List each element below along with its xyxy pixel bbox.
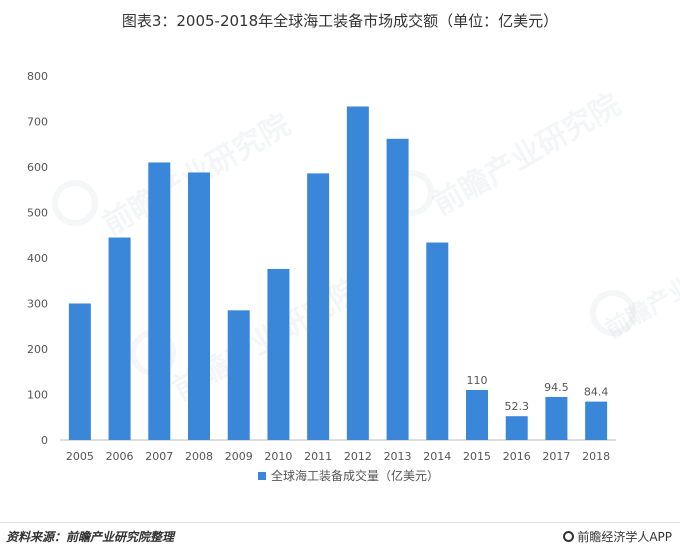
y-tick-label: 300 [27, 298, 48, 311]
brand-logo-icon [563, 531, 575, 542]
bar-2013 [386, 138, 409, 441]
x-tick-label: 2018 [582, 450, 610, 463]
legend: 全球海工装备成交量（亿美元） [258, 468, 439, 483]
brand-name: 前瞻经济学人APP [577, 530, 672, 544]
bar-2008 [188, 172, 210, 440]
y-tick-label: 500 [27, 207, 48, 220]
y-tick-label: 400 [27, 252, 48, 265]
y-tick-label: 0 [41, 434, 48, 447]
bar-2014 [426, 242, 449, 440]
data-label: 52.3 [504, 400, 529, 413]
x-tick-label: 2016 [503, 450, 531, 463]
y-tick-label: 200 [27, 343, 48, 356]
x-tick-label: 2013 [384, 450, 412, 463]
x-tick-label: 2014 [423, 450, 451, 463]
chart-title: 图表3：2005-2018年全球海工装备市场成交额（单位：亿美元） [121, 12, 559, 30]
x-tick-label: 2017 [542, 450, 570, 463]
bars [68, 106, 608, 441]
x-tick-label: 2007 [145, 450, 173, 463]
bar-2016 [505, 416, 528, 440]
bar-2015 [466, 389, 488, 440]
bar-2017 [545, 397, 568, 440]
y-axis-labels: 0 100 200 300 400 500 600 700 800 [27, 70, 48, 447]
bar-2018 [585, 401, 608, 440]
x-axis-labels: 2005 2006 2007 2008 2009 2010 2011 2012 2013 2014… [66, 450, 610, 463]
y-tick-label: 800 [27, 70, 48, 83]
x-tick-label: 2009 [225, 450, 253, 463]
x-tick-label: 2005 [66, 450, 94, 463]
source-note: 资料来源：前瞻产业研究院整理 [6, 530, 175, 544]
legend-swatch [258, 472, 266, 480]
bar-2011 [307, 173, 330, 440]
y-tick-label: 600 [27, 161, 48, 174]
data-label: 94.5 [544, 381, 569, 394]
bar-2007 [148, 162, 171, 440]
footer-divider [0, 522, 680, 523]
bar-2012 [346, 106, 369, 441]
data-label: 84.4 [584, 386, 609, 399]
x-tick-label: 2015 [463, 450, 491, 463]
bar-2009 [227, 310, 250, 440]
bar-2006 [108, 237, 131, 440]
x-tick-label: 2010 [264, 450, 292, 463]
x-tick-label: 2012 [344, 450, 372, 463]
brand-credit: 前瞻经济学人APP [563, 528, 672, 545]
data-label: 110 [467, 374, 488, 387]
legend-label: 全球海工装备成交量（亿美元） [271, 468, 439, 483]
y-tick-label: 100 [27, 389, 48, 402]
x-tick-label: 2008 [185, 450, 213, 463]
bar-2010 [267, 268, 290, 440]
y-tick-label: 700 [27, 116, 48, 129]
bar-2005 [68, 303, 91, 440]
x-tick-label: 2006 [106, 450, 134, 463]
data-labels: 110 52.3 94.5 84.4 [467, 374, 609, 413]
x-tick-label: 2011 [304, 450, 332, 463]
